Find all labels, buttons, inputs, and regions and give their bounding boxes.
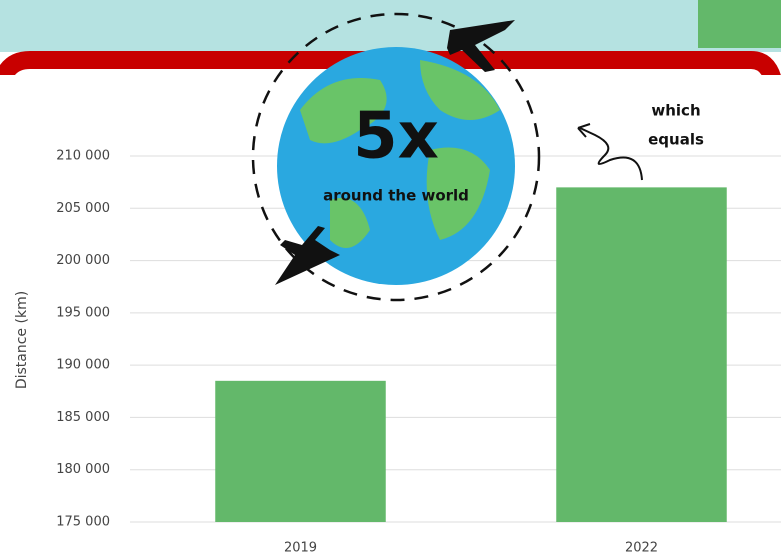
bar	[215, 380, 386, 522]
y-tick-label: 185 000	[56, 410, 110, 425]
plane	[275, 226, 340, 285]
green-box	[698, 0, 781, 48]
globe-text: 5x	[353, 100, 439, 174]
plane	[447, 20, 515, 72]
x-tick-label: 2019	[284, 541, 317, 556]
y-tick-label: 195 000	[56, 305, 110, 320]
y-tick-label: 205 000	[56, 201, 110, 216]
continents	[300, 60, 500, 248]
orbit	[251, 12, 541, 302]
y-tick-label: 190 000	[56, 358, 110, 373]
y-axis-label: Distance (km)	[14, 291, 30, 389]
top-banner	[0, 0, 781, 52]
y-tick-label: 210 000	[56, 149, 110, 164]
globe-caption: around the world	[323, 187, 469, 205]
y-tick-label: 180 000	[56, 462, 110, 477]
arrow-head	[577, 123, 591, 138]
y-tick-label: 175 000	[56, 515, 110, 530]
x-tick-label: 2022	[625, 541, 658, 556]
annotation: which	[651, 102, 700, 120]
annotation: equals	[648, 131, 704, 149]
y-tick-label: 200 000	[56, 253, 110, 268]
bar	[556, 187, 727, 522]
annotation-arrow	[579, 127, 643, 181]
